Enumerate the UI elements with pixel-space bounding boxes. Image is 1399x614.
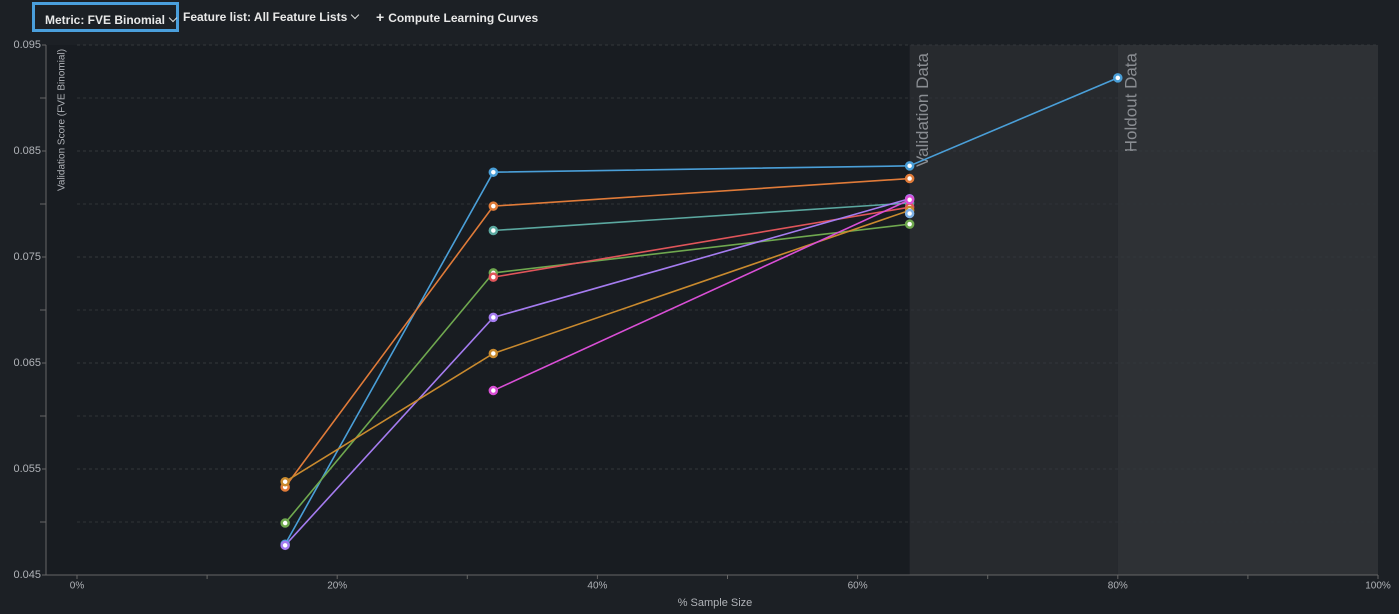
data-point xyxy=(904,173,915,184)
data-point xyxy=(904,219,915,229)
series-line xyxy=(284,77,1119,545)
y-tick-label: 0.085 xyxy=(13,145,41,157)
y-tick-label: 0.055 xyxy=(13,463,41,475)
x-axis-label: % Sample Size xyxy=(678,597,753,609)
toolbar: Metric: FVE Binomial Feature list: All F… xyxy=(0,0,1399,36)
data-point xyxy=(904,208,915,219)
compute-label: Compute Learning Curves xyxy=(388,11,539,25)
x-tick-label: 0% xyxy=(70,581,85,592)
feature-list-dropdown[interactable]: Feature list: All Feature Lists xyxy=(183,2,360,32)
data-point xyxy=(904,195,915,205)
data-point xyxy=(488,272,499,282)
y-tick-label: 0.075 xyxy=(13,251,41,263)
y-tick-label: 0.065 xyxy=(13,357,41,369)
data-point xyxy=(488,385,499,396)
data-point xyxy=(904,161,915,171)
region-label: Holdout Data xyxy=(1121,52,1140,152)
data-point xyxy=(280,540,290,551)
series-line xyxy=(492,199,910,392)
y-tick-label: 0.045 xyxy=(13,569,41,581)
y-tick-label: 0.095 xyxy=(13,39,41,51)
data-point xyxy=(488,225,499,236)
region-label: Validation Data xyxy=(913,52,932,167)
plus-icon: + xyxy=(376,9,385,25)
x-tick-label: 40% xyxy=(587,581,607,592)
data-point xyxy=(1113,73,1123,83)
data-point xyxy=(488,312,499,323)
data-point xyxy=(280,518,290,528)
x-tick-label: 100% xyxy=(1365,581,1391,592)
metric-label: Metric: FVE Binomial xyxy=(45,13,166,27)
x-tick-label: 60% xyxy=(848,581,868,592)
metric-dropdown[interactable]: Metric: FVE Binomial xyxy=(32,2,179,32)
data-point xyxy=(488,167,499,177)
data-point xyxy=(488,348,499,359)
x-tick-label: 20% xyxy=(327,581,347,592)
series-line xyxy=(493,202,910,232)
data-point xyxy=(488,201,499,211)
data-point xyxy=(280,476,290,487)
compute-button[interactable]: + Compute Learning Curves xyxy=(376,2,538,32)
feature-list-label: Feature list: All Feature Lists xyxy=(183,10,348,24)
x-tick-label: 80% xyxy=(1108,581,1128,592)
y-axis-label: Validation Score (FVE Binomial) xyxy=(57,49,68,191)
